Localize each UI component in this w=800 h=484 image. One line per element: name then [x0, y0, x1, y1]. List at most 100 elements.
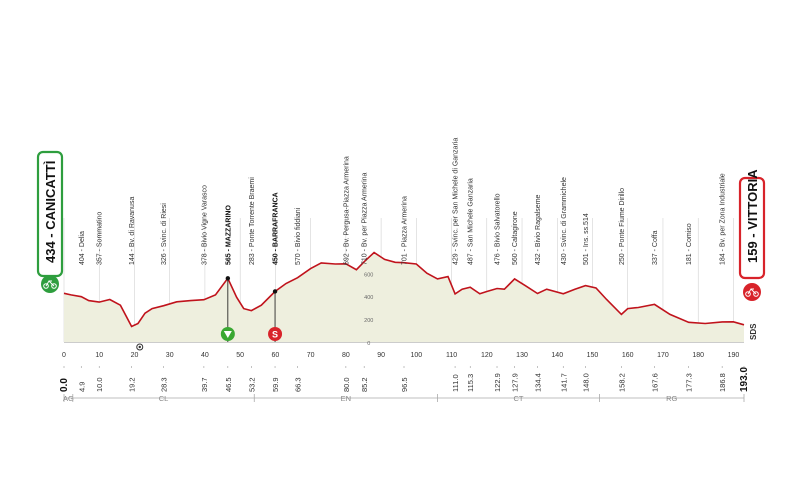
km-waypoint-label: 0.0 [59, 378, 70, 392]
waypoint-label: 570 - Bivio fiddiani [295, 207, 302, 265]
km-waypoint-label: 28.3 [160, 377, 169, 392]
route-markers: S [136, 327, 283, 351]
km-waypoint-label: 96.5 [400, 377, 409, 392]
sprint-label: S [272, 330, 278, 340]
waypoint-label: 501 - Ins. ss.514 [583, 213, 590, 265]
waypoint-label: 450 - BARRAFRANCA [273, 192, 280, 265]
region-code: CL [159, 394, 169, 403]
km-waypoint-label: 167.6 [651, 373, 660, 392]
km-tick-label: 40 [201, 352, 209, 359]
km-tick-label: 150 [587, 352, 599, 359]
km-waypoint-label: 111.0 [451, 374, 460, 392]
km-waypoint-label: 158.2 [617, 373, 626, 392]
start-marker: 434 - CANICATTÌ [36, 150, 64, 293]
region-code: AG [63, 394, 74, 403]
km-tick-label: 190 [728, 352, 740, 359]
km-waypoint-label: 115.3 [466, 374, 475, 392]
finish-marker: 159 - VITTORIA [738, 169, 766, 301]
bike-wheel-icon [745, 291, 751, 297]
km-waypoint-label: 10.0 [95, 377, 104, 392]
bike-frame-icon [45, 280, 55, 287]
finish-town: 159 - VITTORIA [745, 169, 760, 263]
km-tick-label: 90 [377, 352, 385, 359]
sds-label: SDS [749, 323, 758, 340]
waypoint-label: 560 - Caltagirone [512, 211, 519, 265]
km-tick-label: 130 [516, 352, 528, 359]
waypoint-label: 710 - Bv. per Piazza Armerina [362, 172, 369, 265]
waypoint-label: 250 - Ponte Fiume Dirillo [619, 188, 626, 265]
km-waypoint-label: 53.2 [247, 377, 256, 392]
waypoint-label: 181 - Comiso [686, 223, 693, 265]
km-waypoint-label: 122.9 [493, 373, 502, 392]
waypoints: 404 - Delia 357 - Sommatino 144 - Bv. di R… [79, 138, 727, 342]
km-tick-label: 80 [342, 352, 350, 359]
waypoint-label: 487 - San Michele Ganzaria [468, 178, 475, 265]
km-tick-label: 0 [62, 352, 66, 359]
region-band: AG CL EN CT RG [63, 394, 745, 403]
bike-wheel-icon [753, 291, 759, 297]
km-tick-label: 30 [166, 352, 174, 359]
km-waypoint-label: 59.9 [271, 377, 280, 392]
waypoint-label: 337 - Coffa [652, 230, 659, 265]
km-tick-label: 60 [272, 352, 280, 359]
waypoint-label: 432 - Bivio Ragalseme [535, 194, 542, 265]
km-waypoint-label: 186.8 [718, 373, 727, 392]
km-waypoint-label: 39.7 [200, 377, 209, 392]
km-waypoint-label: 127.9 [511, 373, 520, 392]
waypoint-label: 326 - Svinc. di Riesi [161, 203, 168, 265]
kom-triangle-icon [223, 331, 232, 338]
altitude-tick-200: 200 [364, 318, 373, 324]
region-code: EN [341, 394, 351, 403]
waypoint-label: 565 - MAZZARINO [225, 205, 232, 265]
profile-line [63, 251, 745, 328]
finish-box [738, 176, 766, 280]
profile-area [64, 252, 744, 342]
altitude-tick-0: 0 [367, 341, 370, 347]
km-waypoint-label: 141.7 [559, 373, 568, 392]
region-code: RG [666, 394, 677, 403]
finish-bike-icon [743, 283, 761, 301]
waypoint-dot [225, 276, 231, 281]
km-axis-top: 0 10 20 30 40 50 60 70 80 90 100 110 120 130 140 150 160… [62, 352, 739, 359]
km-waypoint-label: 193.0 [739, 367, 750, 392]
km-waypoint-label: 177.3 [685, 373, 694, 392]
waypoint-dot [272, 289, 278, 294]
waypoint-label: 378 - Bivio Vigne Varasco [201, 185, 208, 265]
km-tick-label: 110 [446, 352, 457, 359]
start-town: 434 - CANICATTÌ [43, 161, 58, 263]
km-waypoint-label: 4.9 [77, 382, 86, 392]
km-tick-label: 120 [481, 352, 493, 359]
waypoint-label: 283 - Ponte Torrente Braemi [249, 177, 256, 265]
sprint-marker [268, 327, 283, 341]
start-bike-icon [41, 275, 59, 293]
waypoint-label: 144 - Bv. di Ravanusa [129, 197, 136, 265]
sds-logo: SDS [749, 323, 758, 340]
km-tick-label: 70 [307, 352, 315, 359]
km-tick-label: 140 [551, 352, 563, 359]
km-waypoint-label: 80.0 [342, 377, 351, 392]
waypoint-label: 692 - Bv. Pergusa-Piazza Armerina [343, 156, 350, 265]
waypoint-label: 184 - Bv. per Zona Industriale [720, 173, 727, 265]
km-waypoint-label: 148.0 [581, 373, 590, 392]
altitude-scale: 0 200 400 600 [364, 272, 373, 347]
km-tick-label: 100 [410, 352, 422, 359]
bike-wheel-icon [43, 283, 49, 289]
waypoint-label: 429 - Svinc. per San Michele di Ganzaria [453, 138, 460, 265]
waypoint-label: 430 - Svinc. di Grammichele [561, 177, 568, 265]
region-code: CT [514, 394, 524, 403]
km-tick-label: 180 [692, 352, 704, 359]
waypoint-label: 476 - Bivio Salvatorello [495, 193, 502, 265]
km-axis-bottom: 0.0 4.9 10.0 19.2 28.3 39.7 46.5 53.2 59.9 66.3 80… [59, 366, 750, 392]
km-tick-label: 20 [131, 352, 139, 359]
km-tick-label: 160 [622, 352, 634, 359]
km-waypoint-label: 46.5 [224, 377, 233, 392]
bike-wheel-icon [51, 283, 57, 289]
km-tick-label: 50 [236, 352, 244, 359]
km-waypoint-label: 66.3 [294, 377, 303, 392]
km-tick-label: 170 [657, 352, 669, 359]
waypoint-label: 404 - Delia [79, 231, 86, 265]
km-waypoint-label: 19.2 [128, 377, 137, 392]
km-waypoint-label: 85.2 [360, 377, 369, 392]
waypoint-label: 701 - Piazza Armerina [402, 196, 409, 265]
bike-frame-icon [747, 288, 757, 295]
